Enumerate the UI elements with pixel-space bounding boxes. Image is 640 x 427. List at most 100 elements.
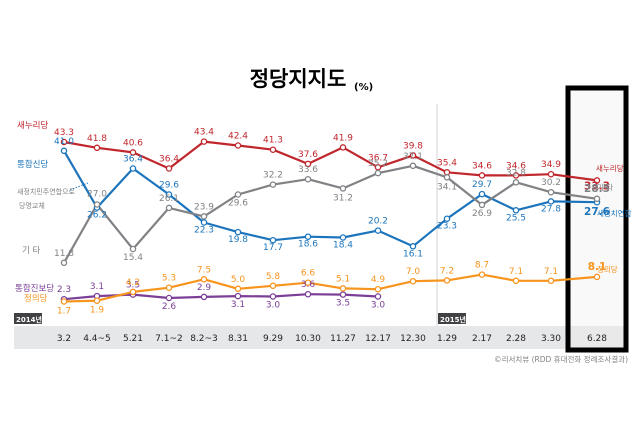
data-point-tonghap-sindang <box>200 219 208 226</box>
data-point-tonghap-jinbo <box>374 293 382 300</box>
x-tick-label: 6.28 <box>587 334 607 344</box>
data-point-gita <box>269 181 277 188</box>
x-tick-layer: 3.2 4.4~5 5.21 7.1~2 8.2~3 8.31 9.29 10.30 11.27… <box>57 334 607 344</box>
series-line-gita <box>62 164 599 264</box>
data-label-saenuri: 41.3 <box>263 136 283 146</box>
data-label-tonghap-sindang: 16.1 <box>403 249 423 259</box>
data-point-jeongui <box>478 271 486 278</box>
data-label-saenuri: 36.7 <box>368 153 388 163</box>
data-label-tonghap-sindang: 29.7 <box>472 180 492 190</box>
data-point-gita <box>304 175 312 183</box>
data-label-saenuri: 41.9 <box>333 133 353 143</box>
data-point-tonghap-sindang <box>512 207 520 214</box>
data-label-saenuri: 39.8 <box>403 141 423 151</box>
x-tick-label: 8.2~3 <box>190 334 218 344</box>
data-point-saenuri <box>339 144 347 151</box>
data-point-tonghap-jinbo <box>165 294 173 302</box>
data-point-gita <box>374 169 382 177</box>
data-point-saenuri <box>269 146 277 153</box>
data-label-tonghap-sindang: 41.0 <box>54 137 74 147</box>
data-point-tonghap-sindang <box>547 198 555 205</box>
data-label-tonghap-jinbo: 3.0 <box>371 301 386 311</box>
data-label-saenuri: 37.6 <box>298 150 318 160</box>
data-point-saenuri <box>478 172 486 179</box>
data-label-tonghap-sindang: 20.2 <box>368 217 388 227</box>
data-point-saenuri <box>234 142 242 149</box>
x-tick-label: 7.1~2 <box>155 334 183 344</box>
data-label-jeongui: 7.2 <box>440 266 454 276</box>
data-label-tonghap-jinbo: 3.1 <box>231 300 245 310</box>
right-series-label: 기 타 <box>597 183 613 192</box>
data-point-tonghap-sindang <box>60 147 68 155</box>
data-label-tonghap-sindang: 18.4 <box>333 241 353 251</box>
data-label-gita: 26.9 <box>472 209 492 219</box>
data-label-layer: 43.3 41.8 40.6 36.4 43.4 42.4 41.3 37.6 41.9 36.7… <box>54 128 610 317</box>
data-point-jeongui <box>269 282 277 290</box>
data-label-gita: 32.2 <box>263 171 283 181</box>
left-series-label: 당명교체 <box>19 201 45 210</box>
data-point-tonghap-jinbo <box>200 293 208 301</box>
x-tick-label: 3.2 <box>57 334 71 344</box>
data-label-jeongui: 5.1 <box>336 274 350 284</box>
data-label-jeongui: 4.9 <box>371 275 386 285</box>
x-tick-label: 3.30 <box>541 334 561 344</box>
data-point-saenuri <box>512 172 520 179</box>
data-label-jeongui: 8.7 <box>475 261 489 271</box>
data-point-saenuri <box>60 138 68 146</box>
chart-title: 정당지지도 <box>250 67 347 91</box>
data-label-tonghap-sindang: 29.6 <box>159 181 179 191</box>
data-point-gita <box>129 245 137 253</box>
data-point-jeongui <box>374 285 382 293</box>
data-label-gita: 34.1 <box>437 182 457 192</box>
data-point-jeongui <box>593 273 601 281</box>
data-label-gita: 29.6 <box>228 199 248 209</box>
x-tick-label: 9.29 <box>263 334 283 344</box>
data-point-saenuri <box>304 160 312 168</box>
data-point-tonghap-jinbo <box>269 293 277 300</box>
data-point-jeongui <box>409 277 417 285</box>
series-line-jeongui <box>62 273 599 303</box>
series-layer <box>62 140 599 303</box>
data-point-tonghap-sindang <box>269 236 277 244</box>
data-label-tonghap-jinbo: 3.5 <box>126 281 140 291</box>
data-point-tonghap-sindang <box>409 243 417 250</box>
x-tick-label: 12.17 <box>365 334 391 344</box>
data-point-gita <box>547 188 555 196</box>
data-label-tonghap-sindang: 23.3 <box>437 222 457 232</box>
data-label-tonghap-jinbo: 3.0 <box>266 301 281 311</box>
data-label-saenuri: 36.4 <box>159 155 179 165</box>
data-point-jeongui <box>512 277 520 285</box>
data-point-tonghap-sindang <box>478 190 486 198</box>
data-point-gita <box>443 174 451 181</box>
rename-pointer <box>69 182 89 191</box>
data-point-tonghap-sindang <box>304 233 312 240</box>
highlight-box <box>565 85 629 353</box>
data-point-gita <box>234 191 242 198</box>
chart-title-unit: (%) <box>354 82 373 93</box>
data-point-saenuri <box>165 165 173 172</box>
data-label-saenuri: 40.6 <box>123 138 143 148</box>
data-label-gita: 15.4 <box>123 253 143 263</box>
data-label-tonghap-jinbo: 3.1 <box>90 282 104 292</box>
data-point-saenuri <box>93 144 101 152</box>
data-point-tonghap-sindang <box>234 228 242 236</box>
data-label-saenuri: 43.3 <box>54 128 74 138</box>
data-point-tonghap-sindang <box>165 191 173 198</box>
data-label-gita: 26.1 <box>159 194 179 204</box>
data-point-saenuri <box>409 152 417 159</box>
left-series-label: 통합신당 <box>17 159 48 170</box>
data-point-saenuri <box>129 149 137 156</box>
data-point-jeongui <box>339 285 347 292</box>
data-label-saenuri: 41.8 <box>87 134 107 144</box>
data-point-gita <box>478 201 486 209</box>
data-point-gita <box>339 185 347 192</box>
data-point-gita <box>409 162 417 170</box>
data-label-tonghap-sindang: 36.4 <box>123 155 143 165</box>
series-line-tonghap-sindang <box>62 149 599 248</box>
data-label-jeongui: 1.9 <box>90 306 105 316</box>
data-label-jeongui: 6.6 <box>301 269 316 279</box>
left-series-label: 통합진보당 <box>15 283 54 294</box>
left-series-label: 새누리당 <box>17 120 48 131</box>
data-point-tonghap-sindang <box>339 234 347 241</box>
